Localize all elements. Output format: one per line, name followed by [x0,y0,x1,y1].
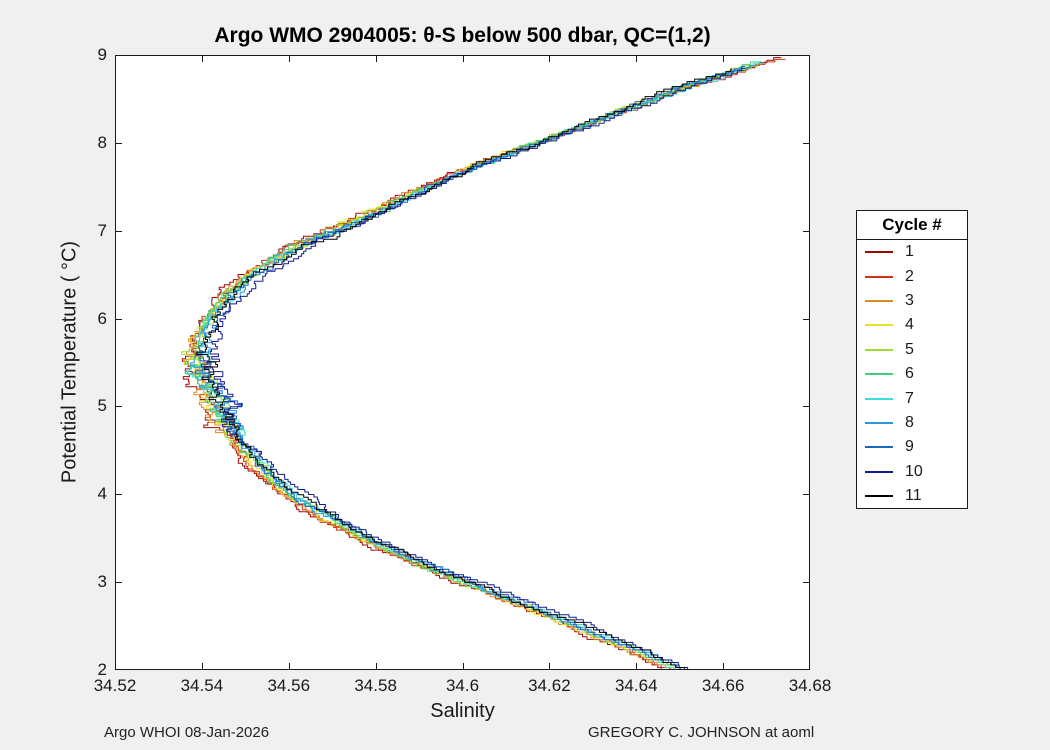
legend-entry-label: 4 [905,316,914,334]
legend-entry: 5 [857,338,967,362]
y-tick-label: 6 [97,308,107,328]
legend-entry-label: 11 [905,487,922,505]
legend-entry-label: 6 [905,365,914,383]
x-tick-label: 34.56 [267,676,311,695]
x-tick-label: 34.68 [788,676,832,695]
legend-entry-label: 1 [905,243,914,261]
legend-line-sample [865,251,893,254]
y-tick-label: 8 [97,132,107,152]
footer-credit-right: GREGORY C. JOHNSON at aoml [588,724,815,741]
legend-entry: 8 [857,411,967,435]
legend: Cycle # 1 2 3 4 5 6 7 8 9 10 11 [856,210,968,510]
plot-area [115,55,811,671]
y-tick-label: 5 [97,396,107,416]
x-tick-label: 34.64 [614,676,658,695]
legend-entry-label: 5 [905,340,914,358]
legend-entry: 1 [857,240,967,264]
legend-line-sample [865,324,893,327]
legend-line-sample [865,373,893,376]
y-tick-label: 3 [97,572,107,592]
chart-title: Argo WMO 2904005: θ-S below 500 dbar, QC… [214,24,711,47]
legend-line-sample [865,495,893,498]
legend-entry-label: 8 [905,413,914,431]
y-tick-label: 2 [97,660,107,679]
y-tick-label: 7 [97,220,107,240]
legend-line-sample [865,299,893,302]
legend-entry: 9 [857,435,967,459]
x-axis-label: Salinity [430,700,495,722]
legend-line-sample [865,397,893,400]
theta-s-plot-canvas [115,55,811,671]
legend-entry: 4 [857,313,967,337]
y-tick-label: 9 [97,45,107,64]
legend-entry-label: 3 [905,291,914,309]
x-tick-label: 34.6 [445,676,480,695]
legend-entry: 2 [857,264,967,288]
footer-credit-left: Argo WHOI 08-Jan-2026 [104,724,270,741]
legend-line-sample [865,421,893,424]
legend-entry: 10 [857,460,967,484]
legend-entry-label: 10 [905,462,923,480]
legend-line-sample [865,275,893,278]
x-tick-label: 34.62 [528,676,571,695]
x-tick-label: 34.66 [701,676,745,695]
legend-entry: 6 [857,362,967,386]
legend-entries: 1 2 3 4 5 6 7 8 9 10 11 [857,240,967,508]
legend-title: Cycle # [857,211,967,240]
legend-entry-label: 9 [905,438,914,456]
y-axis-label: Potential Temperature ( °C) [58,240,81,484]
legend-entry-label: 7 [905,389,914,407]
x-tick-label: 34.54 [180,676,224,695]
legend-entry-label: 2 [905,267,914,285]
legend-line-sample [865,348,893,351]
legend-line-sample [865,446,893,449]
x-tick-label: 34.58 [354,676,397,695]
x-tick-label: 34.52 [93,676,137,695]
legend-line-sample [865,470,893,473]
legend-entry: 7 [857,386,967,410]
y-tick-label: 4 [97,484,107,504]
legend-entry: 3 [857,289,967,313]
legend-entry: 11 [857,484,967,508]
